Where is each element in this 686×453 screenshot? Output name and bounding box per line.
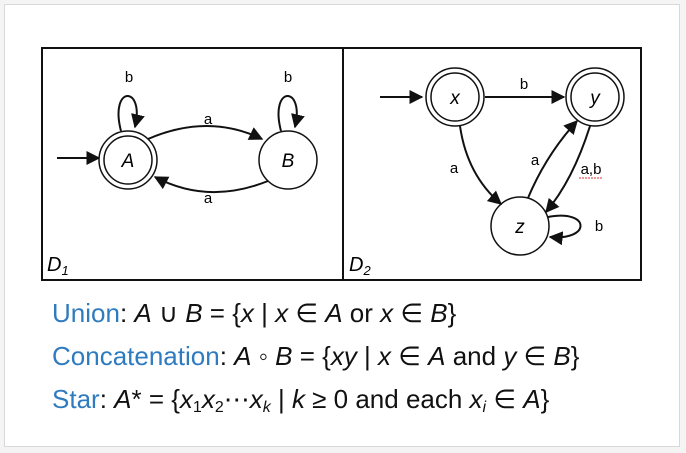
edge-z-to-y xyxy=(527,119,578,199)
loop-z xyxy=(547,214,582,246)
loop-B-label: b xyxy=(284,69,292,86)
star-definition: Star: A* = {x1x2⋯xk | k ≥ 0 and each xi … xyxy=(52,384,549,417)
slide: A B a a b b D1 xyxy=(4,4,680,447)
loop-B xyxy=(277,95,305,132)
state-y: y xyxy=(565,67,625,127)
state-z-label: z xyxy=(514,217,525,238)
union-name: Union xyxy=(52,298,120,328)
edge-z-to-y-label: a xyxy=(531,152,540,169)
state-B-label: B xyxy=(282,151,295,172)
state-y-label: y xyxy=(588,88,601,109)
d1-label: D1 xyxy=(47,254,69,278)
state-A-label: A xyxy=(121,151,135,172)
state-B: B xyxy=(258,130,318,190)
star-formula: : A* = {x1x2⋯xk | k ≥ 0 and each xi ∈ A} xyxy=(99,384,550,416)
edge-B-to-A-label: a xyxy=(204,190,213,207)
loop-z-label: b xyxy=(595,218,603,235)
edge-x-to-y-label: b xyxy=(520,76,528,93)
edge-y-to-z-label: a,b xyxy=(581,161,602,178)
loop-A xyxy=(117,95,145,132)
state-x-label: x xyxy=(449,88,461,109)
edge-A-to-B-label: a xyxy=(204,111,213,128)
diagram-frame xyxy=(41,47,642,281)
state-z: z xyxy=(490,196,550,256)
edge-x-to-z xyxy=(459,125,503,205)
union-definition: Union: A ∪ B = {x | x ∈ A or x ∈ B} xyxy=(52,298,456,329)
edge-y-to-z xyxy=(545,125,591,214)
edge-x-to-z-label: a xyxy=(450,160,459,177)
automata-diagram: A B a a b b D1 xyxy=(41,47,642,281)
concatenation-formula: : A ◦ B = {xy | x ∈ A and y ∈ B} xyxy=(219,341,580,371)
dfa-d2: x y z b a a a,b xyxy=(349,67,625,278)
concatenation-definition: Concatenation: A ◦ B = {xy | x ∈ A and y… xyxy=(52,341,579,372)
concatenation-name: Concatenation xyxy=(52,341,220,371)
state-x: x xyxy=(425,67,485,127)
union-formula: : A ∪ B = {x | x ∈ A or x ∈ B} xyxy=(119,298,457,328)
edge-A-to-B xyxy=(147,125,264,140)
dfa-d1: A B a a b b D1 xyxy=(47,69,318,278)
loop-A-label: b xyxy=(125,69,133,86)
edge-B-to-A xyxy=(153,176,269,194)
state-A: A xyxy=(98,130,158,190)
star-name: Star xyxy=(52,384,100,414)
d2-label: D2 xyxy=(349,254,371,278)
